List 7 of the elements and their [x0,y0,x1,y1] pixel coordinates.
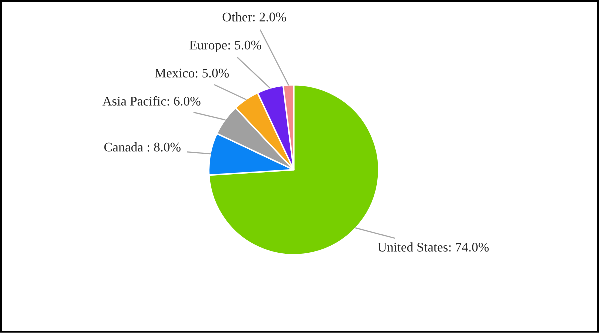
pie-slice [208,84,380,256]
slice-label: Asia Pacific: 6.0% [102,96,201,106]
slice-label: United States: 74.0% [378,242,489,252]
slice-label: Canada : 8.0% [104,142,181,152]
slice-label: Europe: 5.0% [190,40,262,52]
slice-label: Mexico: 5.0% [155,68,230,78]
slice-label: Other: 2.0% [222,12,286,22]
